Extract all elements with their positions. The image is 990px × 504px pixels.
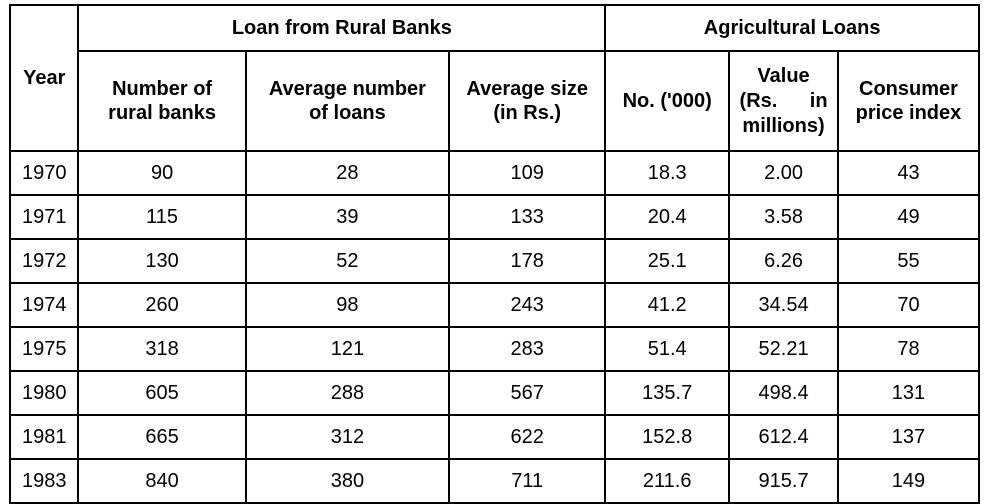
num-rural-banks-cell: 665 [77,414,247,460]
avg-size-cell: 283 [448,326,607,372]
rural-banks-group-header: Loan from Rural Banks [77,4,607,52]
table-row: 1975 318 121 283 51.4 52.21 78 [8,326,981,372]
table-row: 1974 260 98 243 41.2 34.54 70 [8,282,981,328]
num-rural-banks-header-line2: rural banks [108,102,216,124]
num-rural-banks-cell: 130 [77,238,247,284]
ag-no-cell: 25.1 [604,238,731,284]
num-rural-banks-cell: 260 [77,282,247,328]
ag-value-cell: 2.00 [728,150,839,196]
num-rural-banks-header: Number of rural banks [77,50,247,152]
num-rural-banks-header-line1: Number of [112,78,213,100]
ag-no-cell: 211.6 [604,458,731,504]
cpi-cell: 137 [836,414,981,460]
table-row: 1980 605 288 567 135.7 498.4 131 [8,370,981,416]
avg-num-loans-cell: 121 [244,326,451,372]
cpi-cell: 55 [836,238,981,284]
num-rural-banks-cell: 115 [77,194,247,240]
avg-size-cell: 133 [448,194,607,240]
group-header-row: Year Loan from Rural Banks Agricultural … [8,4,980,152]
cpi-header-line1: Consumer [859,78,958,100]
avg-size-cell: 622 [448,414,607,460]
avg-num-loans-cell: 52 [244,238,451,284]
avg-size-cell: 567 [448,370,607,416]
num-rural-banks-cell: 90 [77,150,247,196]
ag-value-cell: 52.21 [728,326,839,372]
table-row: 1972 130 52 178 25.1 6.26 55 [8,238,981,284]
year-cell: 1980 [8,370,80,416]
cpi-header-line2: price index [855,102,962,124]
ag-value-header-block: Value (Rs. in millions) [740,64,828,139]
ag-value-cell: 915.7 [728,458,839,504]
ag-no-cell: 41.2 [604,282,731,328]
table-row: 1983 840 380 711 211.6 915.7 149 [8,458,981,504]
table-row: 1971 115 39 133 20.4 3.58 49 [8,194,981,240]
avg-num-loans-cell: 98 [244,282,451,328]
avg-num-loans-cell: 39 [244,194,451,240]
cpi-header: Consumer price index [836,50,981,152]
num-rural-banks-cell: 605 [77,370,247,416]
ag-no-header: No. ('000) [604,50,731,152]
ag-value-cell: 34.54 [728,282,839,328]
ag-no-cell: 51.4 [604,326,731,372]
avg-size-header-line2: (in Rs.) [493,102,562,124]
column-header-row: Number of rural banks Average number of … [10,50,981,152]
year-cell: 1975 [8,326,80,372]
ag-no-cell: 18.3 [604,150,731,196]
year-column-header: Year [8,4,80,152]
avg-size-cell: 109 [448,150,607,196]
table-row: 1970 90 28 109 18.3 2.00 43 [8,150,981,196]
ag-value-header-line2: (Rs. in [739,89,828,112]
avg-num-loans-cell: 380 [244,458,451,504]
ag-value-cell: 498.4 [728,370,839,416]
avg-num-loans-cell: 312 [244,414,451,460]
avg-num-loans-header-line1: Average number [268,78,426,100]
year-cell: 1971 [8,194,80,240]
cpi-cell: 78 [836,326,981,372]
num-rural-banks-cell: 318 [77,326,247,372]
avg-size-cell: 178 [448,238,607,284]
cpi-cell: 49 [836,194,981,240]
avg-num-loans-header-line2: of loans [309,102,386,124]
ag-no-cell: 20.4 [604,194,731,240]
table-row: 1981 665 312 622 152.8 612.4 137 [8,414,981,460]
agricultural-loans-group-header: Agricultural Loans [604,4,980,52]
avg-size-cell: 711 [448,458,607,504]
avg-num-loans-cell: 288 [244,370,451,416]
avg-num-loans-header: Average number of loans [244,50,451,152]
year-cell: 1981 [8,414,80,460]
year-cell: 1970 [8,150,80,196]
ag-value-header-line3: millions) [742,114,825,137]
avg-size-header: Average size (in Rs.) [448,50,607,152]
num-rural-banks-cell: 840 [77,458,247,504]
cpi-cell: 43 [836,150,981,196]
ag-value-cell: 612.4 [728,414,839,460]
ag-no-cell: 152.8 [604,414,731,460]
cpi-cell: 131 [836,370,981,416]
loans-data-table: Year Loan from Rural Banks Agricultural … [8,4,981,504]
ag-value-header-line1: Value [757,64,810,87]
avg-size-cell: 243 [448,282,607,328]
cpi-cell: 149 [836,458,981,504]
ag-value-cell: 3.58 [728,194,839,240]
avg-size-header-line1: Average size [466,78,588,100]
ag-value-cell: 6.26 [728,238,839,284]
year-cell: 1983 [8,458,80,504]
ag-no-cell: 135.7 [604,370,731,416]
cpi-cell: 70 [836,282,981,328]
year-cell: 1972 [8,238,80,284]
ag-value-header: Value (Rs. in millions) [728,50,839,152]
avg-num-loans-cell: 28 [244,150,451,196]
year-cell: 1974 [8,282,80,328]
